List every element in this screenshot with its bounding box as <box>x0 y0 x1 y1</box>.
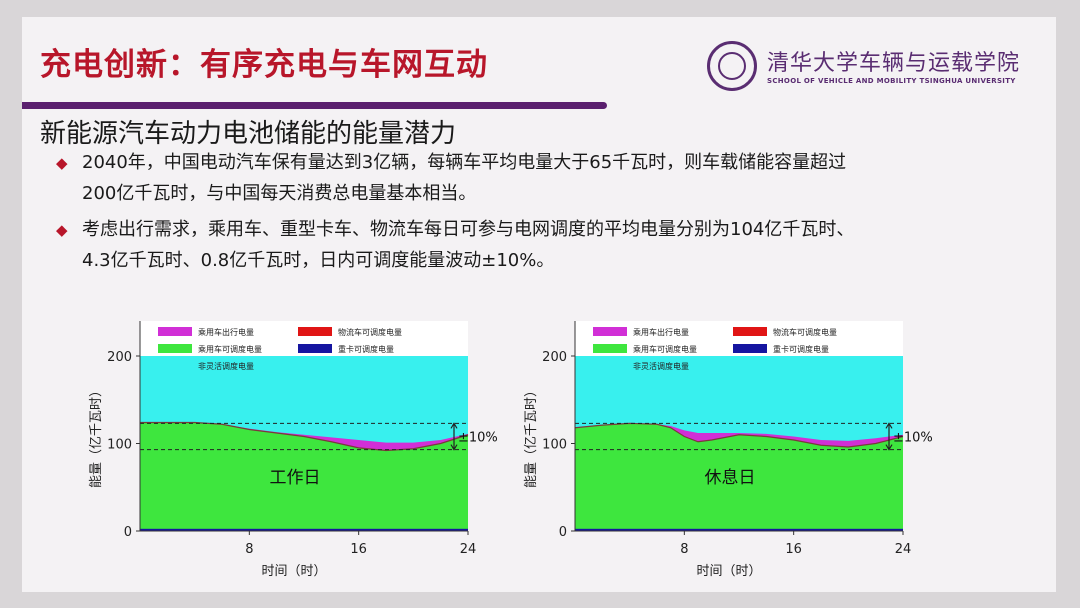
section-subtitle: 新能源汽车动力电池储能的能量潜力 <box>40 119 457 149</box>
weekend-energy-chart: ±10% 0 100 200 8 16 24 时间（时） 能量（亿千瓦时） 休息日 乘用车出行电量 物… <box>517 297 937 592</box>
title-divider <box>22 102 607 109</box>
bullet-line: 2040年，中国电动汽车保有量达到3亿辆，每辆车平均电量大于65千瓦时，则车载储… <box>82 152 847 173</box>
passenger-dispatch-area <box>140 422 468 531</box>
passenger-dispatch-area <box>575 423 903 531</box>
x-tick-label: 16 <box>350 542 367 557</box>
legend-swatch <box>158 344 192 353</box>
logistics-dispatch-line <box>140 421 469 452</box>
workday-energy-chart: ±10% 0 100 200 8 16 24 时间（时） 能量（亿千瓦时） 工作日 乘用车出行电量 物… <box>82 297 502 592</box>
x-axis-label: 时间（时） <box>696 564 761 579</box>
diamond-bullet-icon: ◆ <box>56 154 68 172</box>
range-annotation: ±10% <box>893 431 933 446</box>
legend-label: 乘用车可调度电量 <box>633 344 697 354</box>
range-annotation: ±10% <box>458 431 498 446</box>
range-arrows <box>450 422 458 451</box>
y-tick-label: 0 <box>559 525 567 540</box>
y-tick-label: 100 <box>107 438 132 453</box>
legend-swatch <box>733 327 767 336</box>
legend-label: 物流车可调度电量 <box>338 327 402 337</box>
y-tick-label: 200 <box>542 350 567 365</box>
legend-swatch <box>298 344 332 353</box>
y-axis-label: 能量（亿千瓦时） <box>524 384 539 488</box>
diamond-bullet-icon: ◆ <box>56 221 68 239</box>
slide: 充电创新：有序充电与车网互动 清华大学车辆与运载学院 SCHOOL OF VEH… <box>22 17 1056 592</box>
legend-label: 物流车可调度电量 <box>773 327 837 337</box>
logo-subtitle: SCHOOL OF VEHICLE AND MOBILITY TSINGHUA … <box>767 77 1016 85</box>
legend-swatch <box>593 344 627 353</box>
legend-swatch <box>733 344 767 353</box>
university-logo: 清华大学车辆与运载学院 SCHOOL OF VEHICLE AND MOBILI… <box>707 39 1047 99</box>
bullet-line: 4.3亿千瓦时、0.8亿千瓦时，日内可调度能量波动±10%。 <box>82 250 555 271</box>
legend-swatch <box>158 361 192 370</box>
heavy-truck-area <box>575 528 903 531</box>
range-arrows <box>885 422 893 451</box>
y-tick-label: 0 <box>124 525 132 540</box>
x-tick-label: 16 <box>785 542 802 557</box>
legend-label: 重卡可调度电量 <box>773 344 829 354</box>
legend-label: 乘用车可调度电量 <box>198 344 262 354</box>
university-seal-icon <box>707 41 757 91</box>
bullet-line: 考虑出行需求，乘用车、重型卡车、物流车每日可参与电网调度的平均电量分别为104亿… <box>82 219 855 240</box>
y-tick-label: 200 <box>107 350 132 365</box>
legend-label: 重卡可调度电量 <box>338 344 394 354</box>
chart-title: 工作日 <box>270 468 321 488</box>
slide-title: 充电创新：有序充电与车网互动 <box>40 47 488 83</box>
legend-swatch <box>593 361 627 370</box>
logo-name: 清华大学车辆与运载学院 <box>767 51 1021 76</box>
chart-svg: ±10% 0 100 200 8 16 24 时间（时） 能量（亿千瓦时） 工作日 乘用车出行电量 物… <box>89 321 498 579</box>
legend-swatch <box>298 327 332 336</box>
legend-label: 乘用车出行电量 <box>633 327 689 337</box>
legend-label: 非灵活调度电量 <box>198 361 254 371</box>
legend-swatch <box>158 327 192 336</box>
x-tick-label: 8 <box>245 542 253 557</box>
legend-label: 乘用车出行电量 <box>198 327 254 337</box>
x-tick-label: 8 <box>680 542 688 557</box>
heavy-truck-area <box>140 528 468 531</box>
y-tick-label: 100 <box>542 438 567 453</box>
legend-swatch <box>593 327 627 336</box>
chart-svg: ±10% 0 100 200 8 16 24 时间（时） 能量（亿千瓦时） 休息日 乘用车出行电量 物… <box>524 321 933 579</box>
x-tick-label: 24 <box>895 542 912 557</box>
chart-title: 休息日 <box>705 468 756 488</box>
legend-label: 非灵活调度电量 <box>633 361 689 371</box>
bullet-line: 200亿千瓦时，与中国每天消费总电量基本相当。 <box>82 183 477 204</box>
x-tick-label: 24 <box>460 542 477 557</box>
y-axis-label: 能量（亿千瓦时） <box>89 384 104 488</box>
x-axis-label: 时间（时） <box>261 564 326 579</box>
